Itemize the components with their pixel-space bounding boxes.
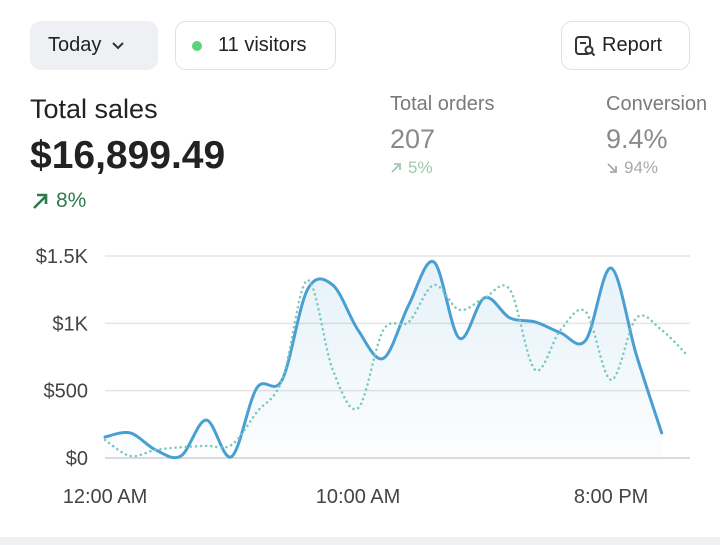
series-line xyxy=(103,260,664,460)
visitors-button[interactable]: 11 visitors xyxy=(175,21,336,70)
live-dot xyxy=(192,40,202,51)
period-button[interactable]: Today xyxy=(30,21,158,70)
metric-value: 207 xyxy=(390,124,436,154)
chevron-icon xyxy=(112,41,125,49)
report-icon xyxy=(575,35,596,56)
bottom-bar xyxy=(0,537,720,545)
report-button[interactable]: Report xyxy=(561,21,690,70)
metric-label: Conversion xyxy=(606,93,708,115)
x-tick-label: 10:00 AM xyxy=(316,486,401,508)
metric-label: Total sales xyxy=(30,94,158,124)
report-label: Report xyxy=(602,34,663,56)
visitors-label: 11 visitors xyxy=(218,34,307,56)
y-tick-label: $1K xyxy=(52,313,88,335)
metric-value: $16,899.49 xyxy=(30,134,226,177)
y-tick-label: $0 xyxy=(66,448,88,470)
y-tick-label: $500 xyxy=(44,381,89,403)
down-arrow xyxy=(607,163,617,173)
series-line xyxy=(103,278,689,458)
x-tick-label: 12:00 AM xyxy=(63,486,148,508)
change-text: 8% xyxy=(56,189,87,212)
up-arrow xyxy=(391,163,401,173)
metric-label: Total orders xyxy=(390,93,495,115)
metric-value: 9.4% xyxy=(606,124,668,154)
metric-change: 5% xyxy=(390,158,433,178)
metric-change: 8% xyxy=(30,189,86,213)
period-label: Today xyxy=(48,34,102,56)
change-text: 5% xyxy=(408,158,433,177)
x-tick-label: 8:00 PM xyxy=(574,486,648,508)
up-arrow xyxy=(33,193,48,209)
change-text: 94% xyxy=(624,158,659,177)
metric-change: 94% xyxy=(606,158,658,178)
y-tick-label: $1.5K xyxy=(36,246,89,268)
sales-chart: $0 $500 $1K $1.5K 12:00 AM 10:00 AM 8:00 PM xyxy=(36,246,690,508)
